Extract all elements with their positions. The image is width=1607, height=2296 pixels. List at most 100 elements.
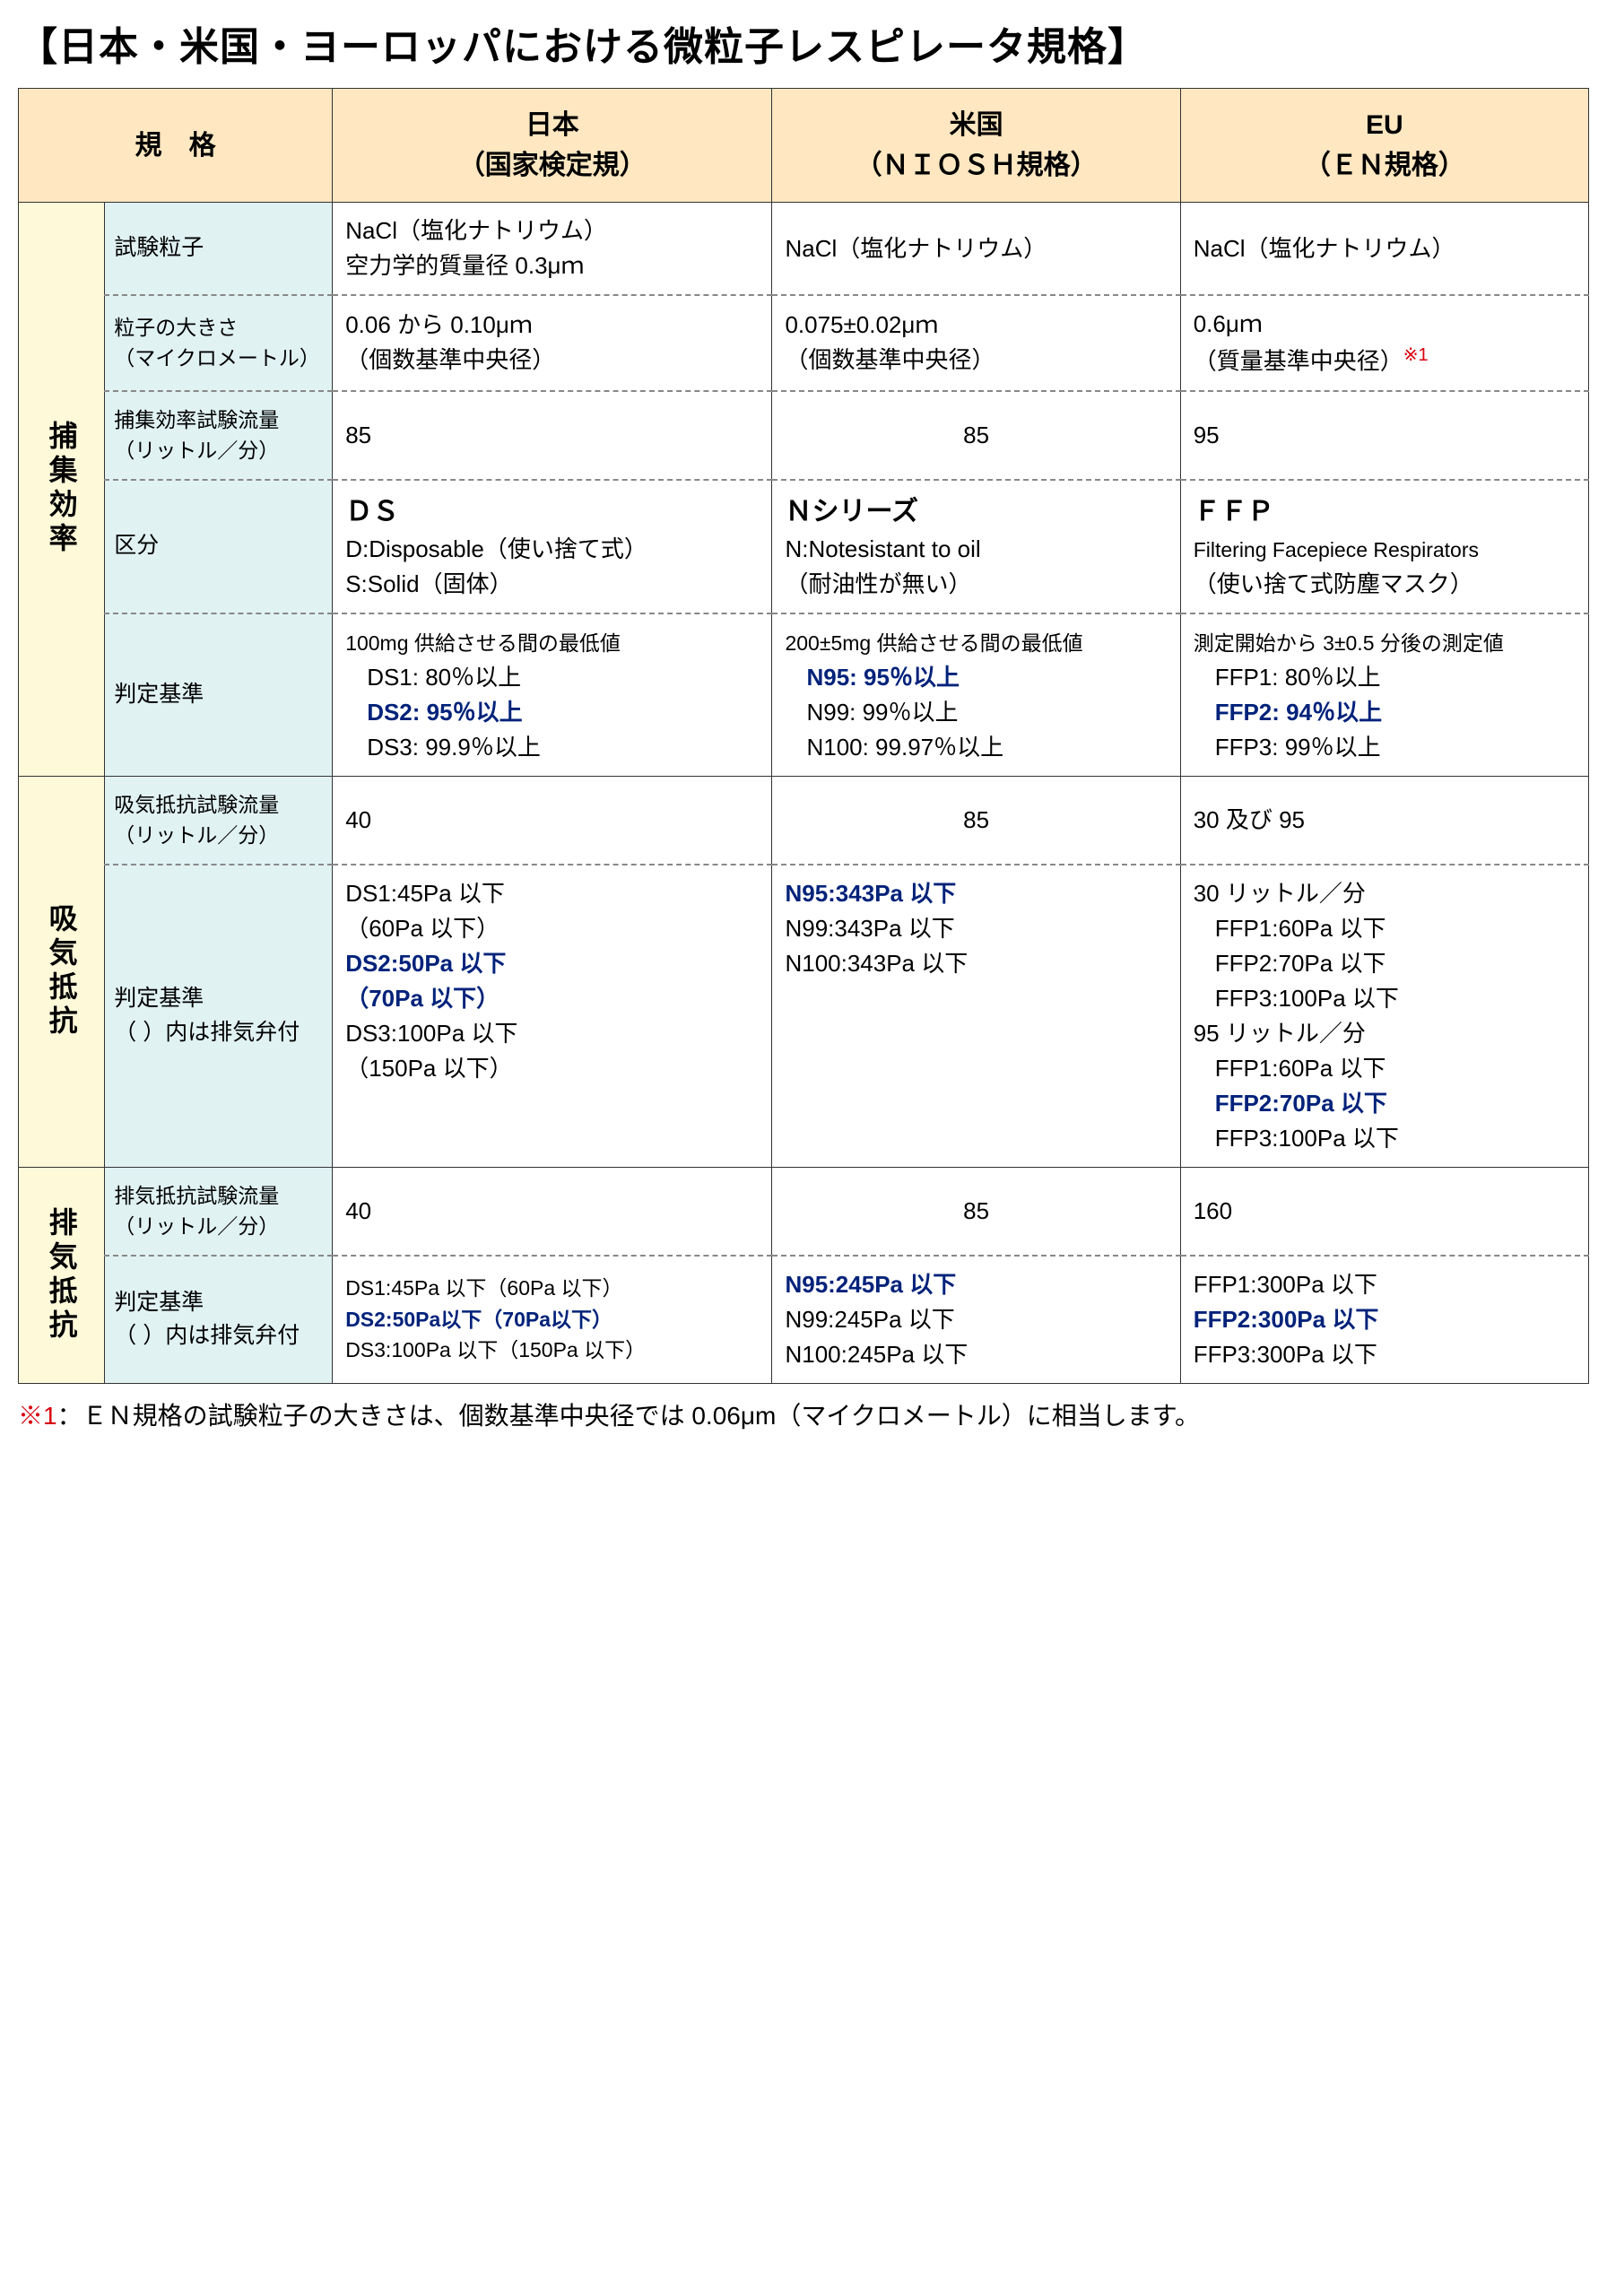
header-us: 米国 （ＮＩＯＳＨ規格） bbox=[772, 89, 1180, 203]
inhale-eu-95-ffp2: FFP2:70Pa 以下 bbox=[1194, 1086, 1576, 1121]
exhale-eu-ffp2: FFP2:300Pa 以下 bbox=[1194, 1306, 1379, 1333]
label-exhale-flow: 排気抵抗試験流量 （リットル／分） bbox=[105, 1167, 333, 1256]
label-exhale-criteria: 判定基準 （ ）内は排気弁付 bbox=[105, 1256, 333, 1384]
row-exhale-criteria: 判定基準 （ ）内は排気弁付 DS1:45Pa 以下（60Pa 以下） DS2:… bbox=[19, 1256, 1589, 1384]
class-jp-line2: S:Solid（固体） bbox=[345, 570, 512, 597]
header-spec: 規 格 bbox=[19, 89, 333, 203]
cell-flow-us: 85 bbox=[772, 391, 1180, 480]
class-eu-line2: （使い捨て式防塵マスク） bbox=[1194, 570, 1473, 597]
cell-inhale-crit-eu: 30 リットル／分 FFP1:60Pa 以下 FFP2:70Pa 以下 FFP3… bbox=[1180, 865, 1588, 1168]
label-inhale-criteria: 判定基準 （ ）内は排気弁付 bbox=[105, 865, 333, 1168]
group-inhalation-resistance: 吸気抵抗 bbox=[19, 776, 105, 1167]
row-exhale-flow: 排気抵抗 排気抵抗試験流量 （リットル／分） 40 85 160 bbox=[19, 1167, 1589, 1256]
cell-criteria-eu: 測定開始から 3±0.5 分後の測定値 FFP1: 80％以上 FFP2: 94… bbox=[1180, 613, 1588, 777]
footnote-text: ：ＥＮ規格の試験粒子の大きさは、個数基準中央径では 0.06μm（マイクロメート… bbox=[57, 1402, 1200, 1430]
inhale-eu-30-header: 30 リットル／分 bbox=[1194, 880, 1366, 907]
exhale-us-n100: N100:245Pa 以下 bbox=[785, 1341, 968, 1368]
inhale-us-n100: N100:343Pa 以下 bbox=[785, 950, 968, 977]
label-capture-flow: 捕集効率試験流量 （リットル／分） bbox=[105, 391, 333, 480]
cell-particle-us: NaCl（塩化ナトリウム） bbox=[772, 203, 1180, 296]
inhale-eu-30-ffp3: FFP3:100Pa 以下 bbox=[1194, 981, 1576, 1016]
label-inhale-flow: 吸気抵抗試験流量 （リットル／分） bbox=[105, 776, 333, 865]
cell-criteria-us: 200±5mg 供給させる間の最低値 N95: 95％以上 N99: 99％以上… bbox=[772, 613, 1180, 777]
label-capture-criteria: 判定基準 bbox=[105, 613, 333, 777]
cell-size-us: 0.075±0.02μｍ （個数基準中央径） bbox=[772, 295, 1180, 391]
criteria-eu-ffp1: FFP1: 80％以上 bbox=[1194, 660, 1576, 695]
label-test-particle: 試験粒子 bbox=[105, 203, 333, 296]
row-test-particle: 捕集効率 試験粒子 NaCl（塩化ナトリウム） 空力学的質量径 0.3μｍ Na… bbox=[19, 203, 1589, 296]
row-inhale-criteria: 判定基準 （ ）内は排気弁付 DS1:45Pa 以下 （60Pa 以下） DS2… bbox=[19, 865, 1589, 1168]
cell-inhale-flow-jp: 40 bbox=[333, 776, 772, 865]
cell-flow-eu: 95 bbox=[1180, 391, 1588, 480]
class-eu-line1: Filtering Facepiece Respirators bbox=[1194, 538, 1479, 561]
class-us-heading: Ｎシリーズ bbox=[785, 497, 918, 526]
criteria-us-n99: N99: 99％以上 bbox=[785, 695, 1167, 730]
cell-class-jp: ＤＳ D:Disposable（使い捨て式） S:Solid（固体） bbox=[333, 480, 772, 613]
class-us-line1: N:Notesistant to oil bbox=[785, 535, 980, 562]
cell-class-us: Ｎシリーズ N:Notesistant to oil （耐油性が無い） bbox=[772, 480, 1180, 613]
exhale-us-n99: N99:245Pa 以下 bbox=[785, 1306, 954, 1333]
row-capture-criteria: 判定基準 100mg 供給させる間の最低値 DS1: 80％以上 DS2: 95… bbox=[19, 613, 1589, 777]
cell-class-eu: ＦＦＰ Filtering Facepiece Respirators （使い捨… bbox=[1180, 480, 1588, 613]
inhale-jp-ds2b: （70Pa 以下） bbox=[345, 985, 499, 1012]
inhale-eu-95-header: 95 リットル／分 bbox=[1194, 1020, 1366, 1047]
size-eu-value: 0.6μｍ bbox=[1194, 310, 1263, 337]
inhale-eu-95-ffp1: FFP1:60Pa 以下 bbox=[1194, 1051, 1576, 1086]
criteria-jp-ds1: DS1: 80％以上 bbox=[345, 660, 759, 695]
cell-inhale-flow-eu: 30 及び 95 bbox=[1180, 776, 1588, 865]
criteria-us-n95: N95: 95％以上 bbox=[785, 660, 1167, 695]
cell-size-jp: 0.06 から 0.10μｍ （個数基準中央径） bbox=[333, 295, 772, 391]
class-jp-line1: D:Disposable（使い捨て式） bbox=[345, 535, 647, 562]
class-us-line2: （耐油性が無い） bbox=[785, 570, 971, 597]
row-inhale-flow: 吸気抵抗 吸気抵抗試験流量 （リットル／分） 40 85 30 及び 95 bbox=[19, 776, 1589, 865]
inhale-eu-30-ffp2: FFP2:70Pa 以下 bbox=[1194, 946, 1576, 981]
inhale-eu-95-ffp3: FFP3:100Pa 以下 bbox=[1194, 1121, 1576, 1156]
cell-exhale-flow-us: 85 bbox=[772, 1167, 1180, 1256]
inhale-us-n95: N95:343Pa 以下 bbox=[785, 880, 956, 907]
header-eu: EU （ＥＮ規格） bbox=[1180, 89, 1588, 203]
exhale-eu-ffp3: FFP3:300Pa 以下 bbox=[1194, 1341, 1377, 1368]
cell-exhale-flow-jp: 40 bbox=[333, 1167, 772, 1256]
exhale-jp-ds1: DS1:45Pa 以下（60Pa 以下） bbox=[345, 1276, 622, 1300]
inhale-jp-ds3b: （150Pa 以下） bbox=[345, 1055, 512, 1082]
criteria-eu-header: 測定開始から 3±0.5 分後の測定値 bbox=[1194, 631, 1504, 655]
criteria-eu-ffp2: FFP2: 94％以上 bbox=[1194, 695, 1576, 730]
criteria-jp-ds2: DS2: 95％以上 bbox=[345, 695, 759, 730]
row-particle-size: 粒子の大きさ （マイクロメートル） 0.06 から 0.10μｍ （個数基準中央… bbox=[19, 295, 1589, 391]
criteria-us-header: 200±5mg 供給させる間の最低値 bbox=[785, 631, 1082, 655]
cell-exhale-crit-eu: FFP1:300Pa 以下 FFP2:300Pa 以下 FFP3:300Pa 以… bbox=[1180, 1256, 1588, 1384]
inhale-eu-30-ffp1: FFP1:60Pa 以下 bbox=[1194, 911, 1576, 946]
table-header-row: 規 格 日本 （国家検定規） 米国 （ＮＩＯＳＨ規格） EU （ＥＮ規格） bbox=[19, 89, 1589, 203]
row-classification: 区分 ＤＳ D:Disposable（使い捨て式） S:Solid（固体） Ｎシ… bbox=[19, 480, 1589, 613]
exhale-eu-ffp1: FFP1:300Pa 以下 bbox=[1194, 1271, 1377, 1298]
inhale-us-n99: N99:343Pa 以下 bbox=[785, 915, 954, 942]
group-exhalation-resistance: 排気抵抗 bbox=[19, 1167, 105, 1383]
cell-inhale-crit-jp: DS1:45Pa 以下 （60Pa 以下） DS2:50Pa 以下 （70Pa … bbox=[333, 865, 772, 1168]
inhale-jp-ds3: DS3:100Pa 以下 bbox=[345, 1020, 517, 1047]
criteria-jp-header: 100mg 供給させる間の最低値 bbox=[345, 631, 621, 655]
cell-criteria-jp: 100mg 供給させる間の最低値 DS1: 80％以上 DS2: 95％以上 D… bbox=[333, 613, 772, 777]
exhale-jp-ds3: DS3:100Pa 以下（150Pa 以下） bbox=[345, 1338, 646, 1361]
criteria-eu-ffp3: FFP3: 99％以上 bbox=[1194, 730, 1576, 765]
label-classification: 区分 bbox=[105, 480, 333, 613]
cell-size-eu: 0.6μｍ （質量基準中央径）※1 bbox=[1180, 295, 1588, 391]
cell-particle-eu: NaCl（塩化ナトリウム） bbox=[1180, 203, 1588, 296]
inhale-jp-ds2: DS2:50Pa 以下 bbox=[345, 950, 506, 977]
exhale-jp-ds2: DS2:50Pa以下（70Pa以下） bbox=[345, 1308, 612, 1331]
cell-inhale-crit-us: N95:343Pa 以下 N99:343Pa 以下 N100:343Pa 以下 bbox=[772, 865, 1180, 1168]
respirator-standards-table: 規 格 日本 （国家検定規） 米国 （ＮＩＯＳＨ規格） EU （ＥＮ規格） 捕集… bbox=[18, 88, 1589, 1384]
footnote-label: ※1 bbox=[18, 1402, 57, 1430]
page-title: 【日本・米国・ヨーロッパにおける微粒子レスピレータ規格】 bbox=[18, 18, 1589, 77]
inhale-jp-ds1: DS1:45Pa 以下 bbox=[345, 880, 505, 907]
exhale-us-n95: N95:245Pa 以下 bbox=[785, 1271, 956, 1298]
size-eu-basis: （質量基準中央径） bbox=[1194, 348, 1403, 375]
cell-inhale-flow-us: 85 bbox=[772, 776, 1180, 865]
header-japan: 日本 （国家検定規） bbox=[333, 89, 772, 203]
size-eu-footnote-ref: ※1 bbox=[1403, 345, 1429, 365]
cell-exhale-crit-us: N95:245Pa 以下 N99:245Pa 以下 N100:245Pa 以下 bbox=[772, 1256, 1180, 1384]
cell-exhale-flow-eu: 160 bbox=[1180, 1167, 1588, 1256]
footnote: ※1：ＥＮ規格の試験粒子の大きさは、個数基準中央径では 0.06μm（マイクロメ… bbox=[18, 1396, 1589, 1437]
criteria-jp-ds3: DS3: 99.9％以上 bbox=[345, 730, 759, 765]
row-capture-flow: 捕集効率試験流量 （リットル／分） 85 85 95 bbox=[19, 391, 1589, 480]
cell-particle-jp: NaCl（塩化ナトリウム） 空力学的質量径 0.3μｍ bbox=[333, 203, 772, 296]
